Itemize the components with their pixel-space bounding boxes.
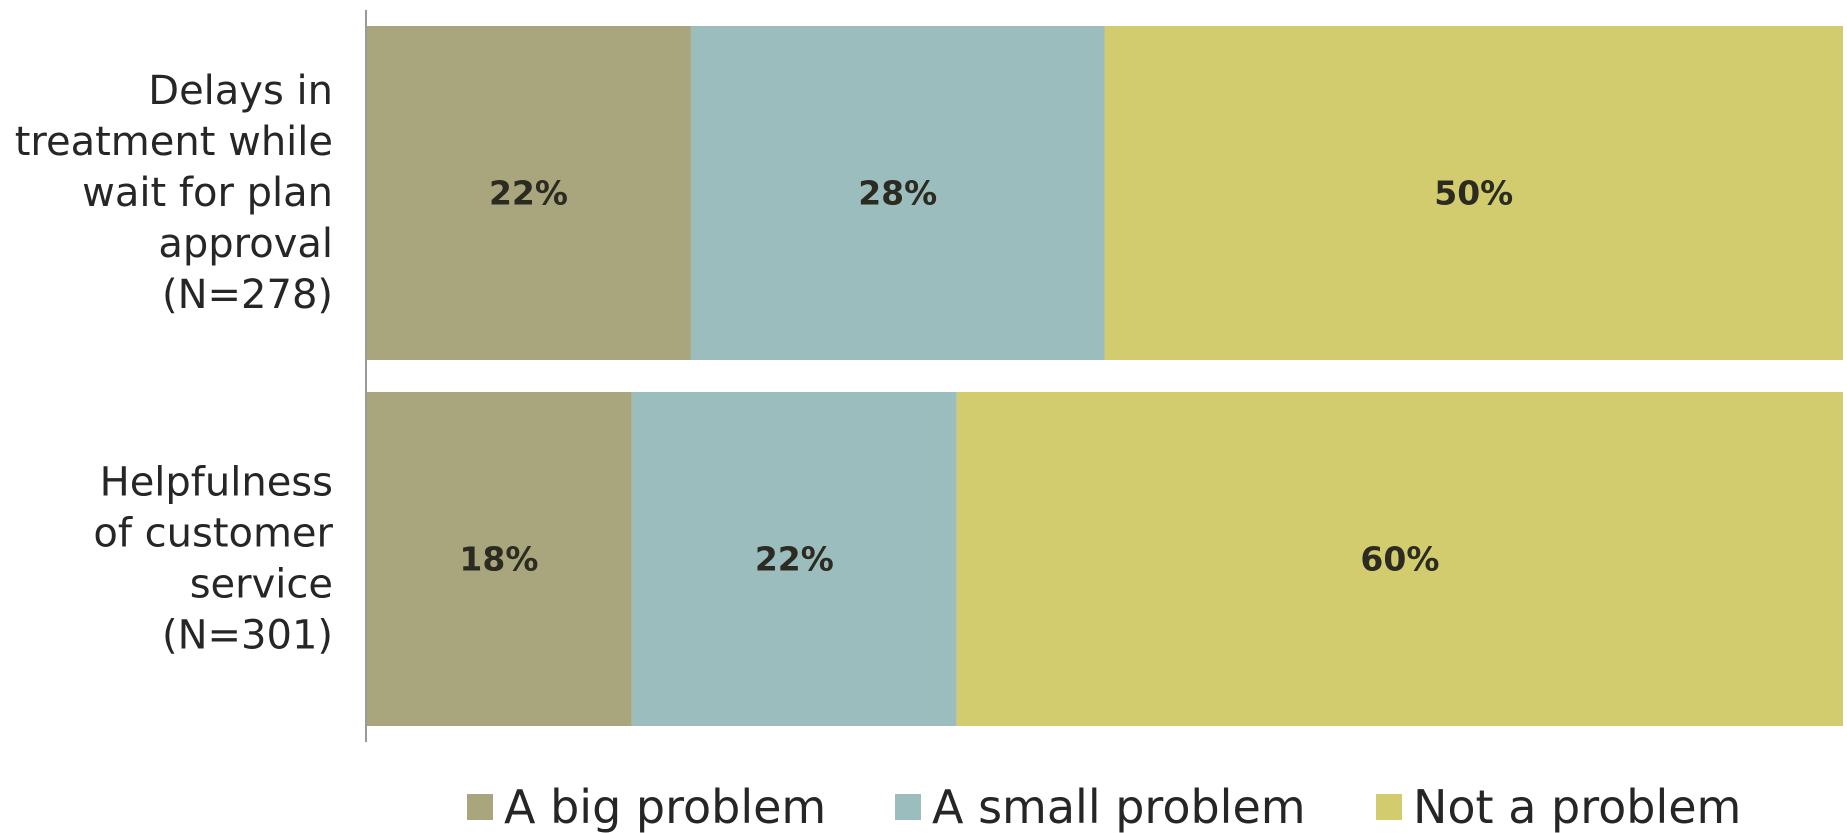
bar-segment <box>690 26 1105 360</box>
legend-item: A big problem <box>467 780 826 833</box>
category-label-line: treatment while <box>15 119 333 165</box>
category-label-line: approval <box>158 221 333 267</box>
category-label-line: wait for plan <box>82 170 333 216</box>
legend: A big problem A small problem Not a proble… <box>467 780 1741 833</box>
category-label-line: service <box>190 562 333 608</box>
data-label: 22% <box>755 540 834 579</box>
bar-segment <box>956 392 1843 726</box>
legend-swatch <box>467 794 493 820</box>
bar-segment <box>366 392 632 726</box>
category-label-line: (N=278) <box>162 272 333 318</box>
legend-label: A small problem <box>932 780 1306 833</box>
category-label-line: (N=301) <box>162 613 333 659</box>
data-label: 50% <box>1434 174 1513 213</box>
bars-group: 22% 28% 50% 18% 22% 60% <box>366 26 1843 726</box>
category-label-line: Delays in <box>148 68 333 114</box>
data-label: 22% <box>489 174 568 213</box>
category-label-line: of customer <box>93 511 333 557</box>
legend-swatch <box>895 794 921 820</box>
data-label: 60% <box>1360 540 1439 579</box>
legend-label: Not a problem <box>1413 780 1741 833</box>
data-label: 28% <box>858 174 937 213</box>
category-label: Helpfulness of customer service (N=301) <box>93 460 333 659</box>
legend-swatch <box>1376 794 1402 820</box>
bar-segment <box>631 392 957 726</box>
category-label: Delays in treatment while wait for plan app… <box>15 68 333 318</box>
legend-label: A big problem <box>504 780 826 833</box>
bar-segment <box>366 26 691 360</box>
category-labels-group: Delays in treatment while wait for plan app… <box>15 68 334 659</box>
bar-segment <box>1104 26 1843 360</box>
category-label-line: Helpfulness <box>100 460 333 506</box>
legend-item: Not a problem <box>1376 780 1741 833</box>
data-label: 18% <box>459 540 538 579</box>
legend-item: A small problem <box>895 780 1306 833</box>
